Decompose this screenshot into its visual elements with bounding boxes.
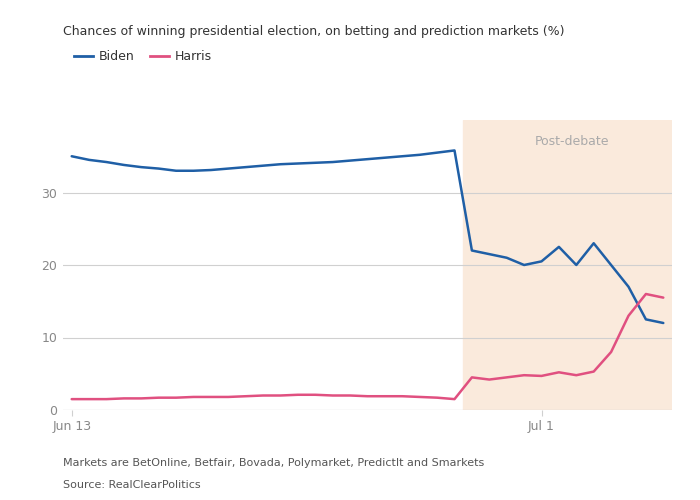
- Text: Chances of winning presidential election, on betting and prediction markets (%): Chances of winning presidential election…: [63, 25, 564, 38]
- Bar: [463, 120, 672, 410]
- Text: Markets are BetOnline, Betfair, Bovada, Polymarket, PredictIt and Smarkets: Markets are BetOnline, Betfair, Bovada, …: [63, 458, 484, 468]
- Text: Source: RealClearPolitics: Source: RealClearPolitics: [63, 480, 201, 490]
- Legend: Biden, Harris: Biden, Harris: [69, 45, 217, 68]
- Text: Post-debate: Post-debate: [535, 135, 609, 148]
